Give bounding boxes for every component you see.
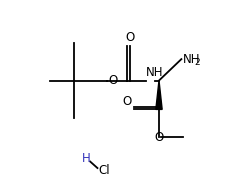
- Text: O: O: [108, 74, 118, 87]
- Text: O: O: [123, 95, 132, 108]
- Text: 2: 2: [195, 58, 200, 67]
- Text: H: H: [82, 152, 91, 165]
- Polygon shape: [156, 81, 162, 109]
- Text: Cl: Cl: [99, 164, 110, 177]
- Text: O: O: [125, 31, 134, 44]
- Text: O: O: [154, 131, 164, 144]
- Text: NH: NH: [146, 66, 164, 79]
- Text: NH: NH: [183, 53, 201, 66]
